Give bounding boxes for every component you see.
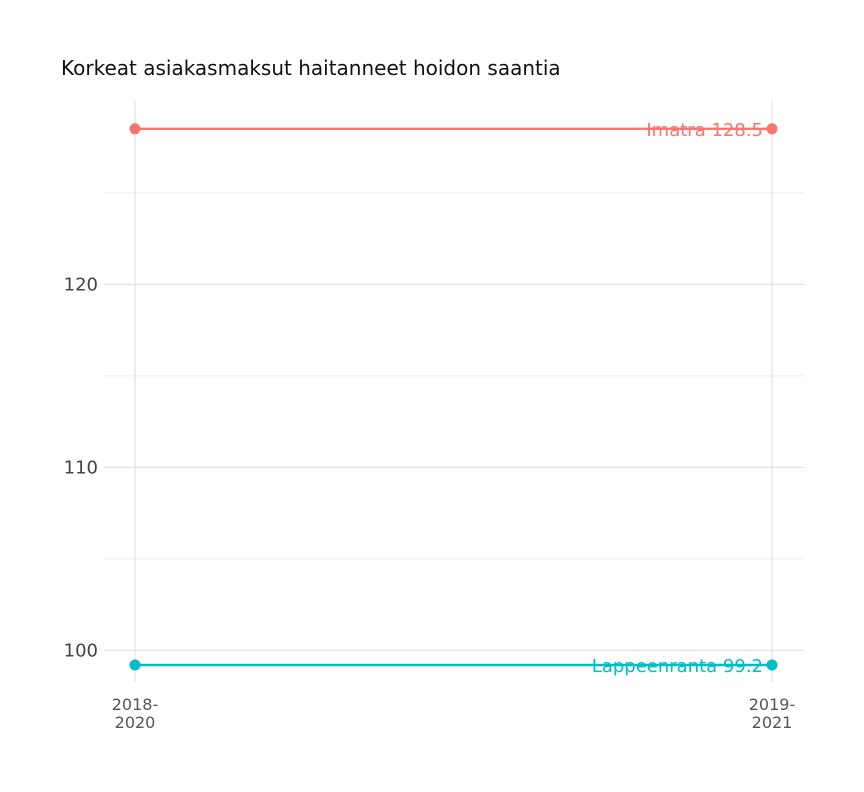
y-tick-label: 110 (64, 457, 98, 478)
chart-title: Korkeat asiakasmaksut haitanneet hoidon … (61, 56, 561, 80)
axis-labels: 100 110 120 2018-2020 2019-2021 (64, 274, 796, 732)
series-lines: Imatra 128.5 Lappeenranta 99.2 (129, 120, 778, 677)
data-point (129, 123, 141, 135)
series-end-label: Imatra 128.5 (646, 120, 763, 141)
gridlines (104, 100, 804, 682)
x-tick-label: 2019-2021 (749, 695, 796, 732)
y-tick-label: 100 (64, 640, 98, 661)
data-point (766, 659, 778, 671)
x-tick-label: 2018-2020 (112, 695, 159, 732)
data-point (129, 659, 141, 671)
y-tick-label: 120 (64, 274, 98, 295)
series-end-label: Lappeenranta 99.2 (592, 656, 763, 677)
data-point (766, 123, 778, 135)
